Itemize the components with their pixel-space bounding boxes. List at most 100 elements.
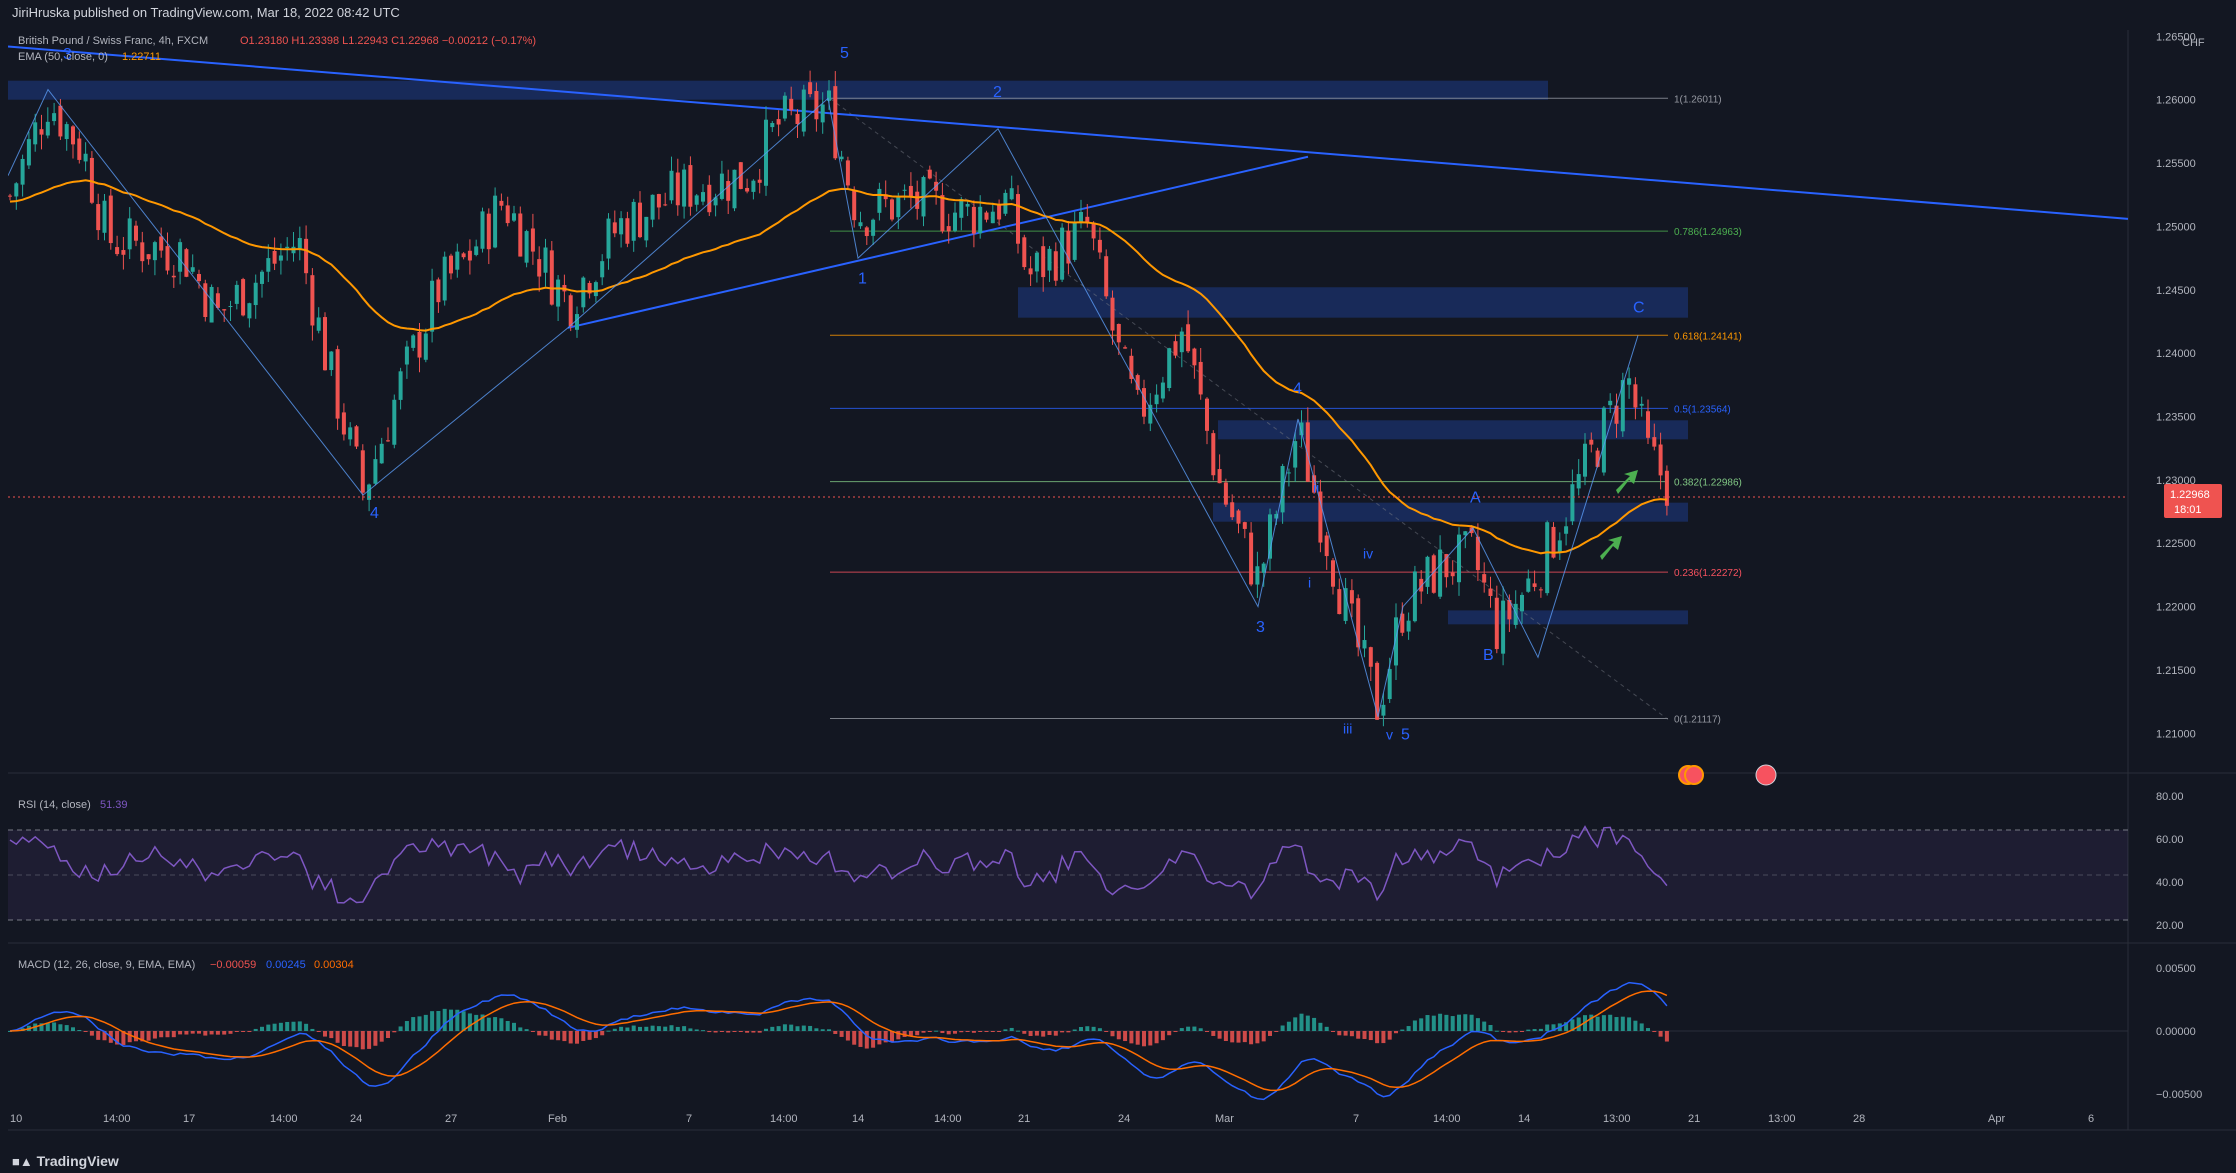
macd-bar (1305, 1015, 1310, 1031)
green-arrow-icon (1616, 470, 1638, 494)
candle-body (1009, 188, 1014, 200)
candle-body (77, 138, 82, 160)
macd-bar (423, 1014, 428, 1031)
price-zone (1218, 420, 1688, 440)
candle-body (1501, 600, 1506, 654)
event-flag-icon[interactable] (1755, 764, 1777, 786)
rsi-tick: 60.00 (2156, 834, 2184, 846)
macd-tick: 0.00000 (2156, 1026, 2196, 1038)
macd-hist-value: −0.00059 (210, 959, 256, 971)
candle-body (606, 218, 611, 259)
candle-body (1041, 246, 1046, 278)
macd-bar (329, 1031, 334, 1039)
macd-bar (228, 1031, 233, 1034)
macd-bar (430, 1011, 435, 1031)
candle-body (360, 450, 365, 493)
macd-bar (1532, 1029, 1537, 1031)
candle-body (1318, 491, 1323, 543)
wave-label: 4 (1293, 381, 1302, 398)
candle-body (1097, 239, 1102, 253)
event-flag-icon[interactable] (1678, 765, 1704, 785)
candle-body (1305, 422, 1310, 482)
fibonacci-retracement[interactable]: 1(1.26011) 0.786(1.24963) 0.618(1.24141) 0.… (829, 94, 1742, 725)
rsi-pane[interactable] (8, 780, 2128, 935)
time-tick: 24 (1118, 1113, 1130, 1125)
macd-tick: −0.00500 (2156, 1089, 2202, 1101)
macd-bar (669, 1025, 674, 1031)
fib-label: 0.618(1.24141) (1674, 331, 1742, 342)
candle-body (1154, 394, 1159, 405)
macd-bar (600, 1031, 605, 1036)
chart-svg[interactable]: 1(1.26011) 0.786(1.24963) 0.618(1.24141) 0.… (7, 30, 2236, 1150)
candle-body (1444, 554, 1449, 578)
price-axis[interactable]: 1.26500 1.26000 1.25500 1.25000 1.24500 1.240… (2156, 31, 2196, 740)
publish-bar: JiriHruska published on TradingView.com,… (0, 0, 2236, 24)
candle-body (278, 255, 283, 261)
price-pane[interactable] (8, 30, 2128, 765)
macd-bar (833, 1031, 838, 1034)
macd-bar (877, 1031, 882, 1045)
candle-body (814, 90, 819, 120)
macd-bar (726, 1031, 731, 1033)
macd-bar (1085, 1026, 1090, 1031)
macd-bar (1022, 1031, 1027, 1034)
wave-label: 5 (1401, 727, 1410, 744)
tradingview-logo[interactable]: ■▲ TradingView (12, 1153, 119, 1169)
candle-body (165, 246, 170, 271)
time-tick: 21 (1688, 1113, 1700, 1125)
price-zone (1018, 287, 1688, 318)
candle-body (656, 194, 661, 208)
candle-body (959, 199, 964, 218)
candle-body (1160, 382, 1165, 399)
macd-bar (304, 1023, 309, 1031)
macd-bar (297, 1021, 302, 1031)
supply-demand-zones[interactable] (8, 80, 1688, 625)
countdown: 18:01 (2174, 504, 2202, 516)
time-tick: 10 (10, 1113, 22, 1125)
trend-lines[interactable] (7, 45, 2129, 329)
macd-bar (1331, 1031, 1335, 1032)
fib-label: 0.5(1.23564) (1674, 404, 1731, 415)
time-tick: Apr (1988, 1113, 2005, 1125)
macd-pane[interactable] (8, 950, 2128, 1130)
candle-body (423, 333, 428, 360)
macd-bar (449, 1009, 453, 1031)
macd-bar (965, 1031, 970, 1032)
macd-bar (1123, 1031, 1128, 1042)
candle-body (1255, 566, 1260, 585)
macd-bar (222, 1031, 227, 1035)
candle-body (795, 113, 800, 125)
macd-bar (801, 1025, 806, 1031)
candle-body (197, 274, 201, 282)
macd-bar (1041, 1031, 1046, 1037)
candle-body (568, 295, 573, 327)
candle-body (650, 194, 655, 220)
macd-value: 0.00245 (266, 959, 306, 971)
macd-bar (631, 1025, 636, 1031)
candle-body (537, 259, 542, 277)
candle-body (430, 280, 435, 332)
time-tick: 14:00 (934, 1113, 962, 1125)
chart-area[interactable]: 1(1.26011) 0.786(1.24963) 0.618(1.24141) 0.… (7, 30, 2236, 1150)
macd-bar (83, 1031, 88, 1032)
candle-body (593, 282, 598, 297)
macd-bar (1520, 1031, 1524, 1032)
macd-bar (1444, 1014, 1449, 1031)
macd-bar (518, 1027, 523, 1031)
candle-body (71, 126, 75, 145)
candle-body (549, 250, 554, 305)
candle-body (1583, 443, 1587, 477)
macd-bar (1324, 1026, 1329, 1031)
fib-label: 0.786(1.24963) (1674, 227, 1742, 238)
macd-bar (1179, 1028, 1184, 1031)
macd-bar (96, 1031, 101, 1040)
ohlc-values: O1.23180 H1.23398 L1.22943 C1.22968 −0.0… (240, 35, 536, 47)
macd-bar (417, 1016, 422, 1031)
candle-body (1003, 192, 1008, 214)
time-tick: Mar (1215, 1113, 1234, 1125)
macd-bar (1349, 1031, 1354, 1037)
time-axis[interactable]: 10 14:00 17 14:00 24 27 Feb 7 14:00 14 14:00 21 24 Ma… (10, 1113, 2094, 1125)
candle-body (801, 89, 806, 132)
wave-label: 1 (858, 270, 867, 287)
